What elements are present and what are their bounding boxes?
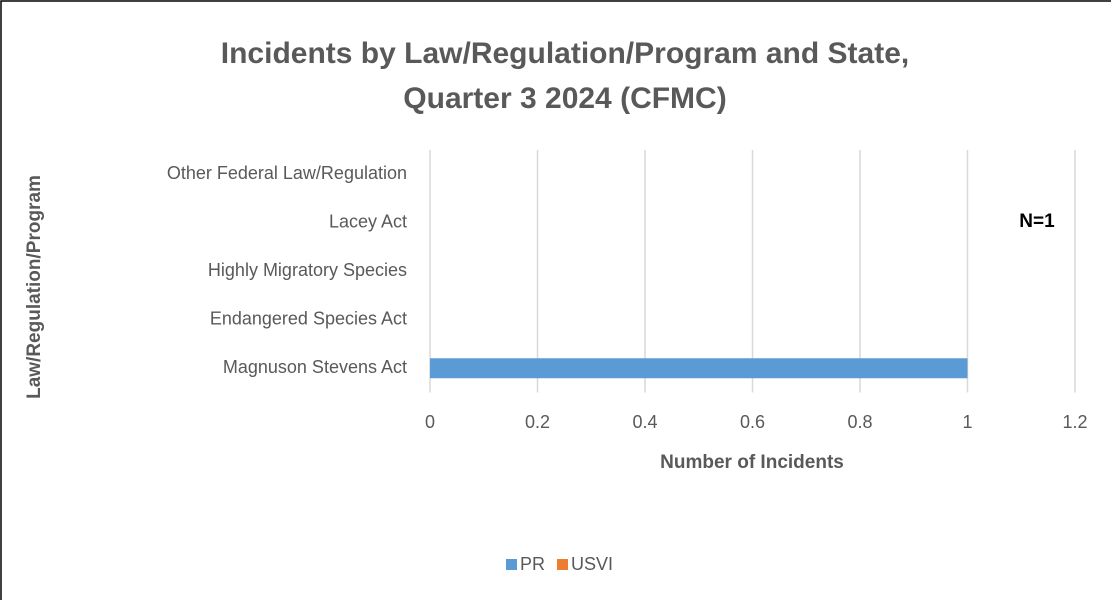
x-tick-label: 0	[425, 412, 435, 432]
chart-title: Quarter 3 2024 (CFMC)	[403, 82, 726, 115]
x-tick-label: 0.4	[632, 412, 657, 432]
y-tick-label: Highly Migratory Species	[208, 260, 407, 280]
annotation: N=1	[1019, 211, 1055, 232]
chart-title: Incidents by Law/Regulation/Program and …	[221, 37, 909, 70]
y-tick-label: Magnuson Stevens Act	[223, 357, 407, 377]
x-tick-label: 1	[962, 412, 972, 432]
legend-swatch	[557, 559, 569, 570]
x-tick-label: 0.6	[740, 412, 765, 432]
bar	[430, 358, 968, 379]
y-tick-label: Other Federal Law/Regulation	[167, 163, 407, 183]
legend-swatch	[506, 559, 517, 570]
y-tick-label: Lacey Act	[329, 212, 407, 232]
x-tick-label: 1.2	[1062, 412, 1087, 432]
x-tick-label: 0.8	[847, 412, 872, 432]
y-tick-label: Endangered Species Act	[210, 309, 407, 329]
y-axis-title: Law/Regulation/Program	[24, 175, 45, 399]
legend-label: USVI	[571, 554, 613, 574]
x-tick-label: 0.2	[525, 412, 550, 432]
legend-label: PR	[520, 554, 545, 574]
x-axis-title: Number of Incidents	[660, 452, 844, 473]
